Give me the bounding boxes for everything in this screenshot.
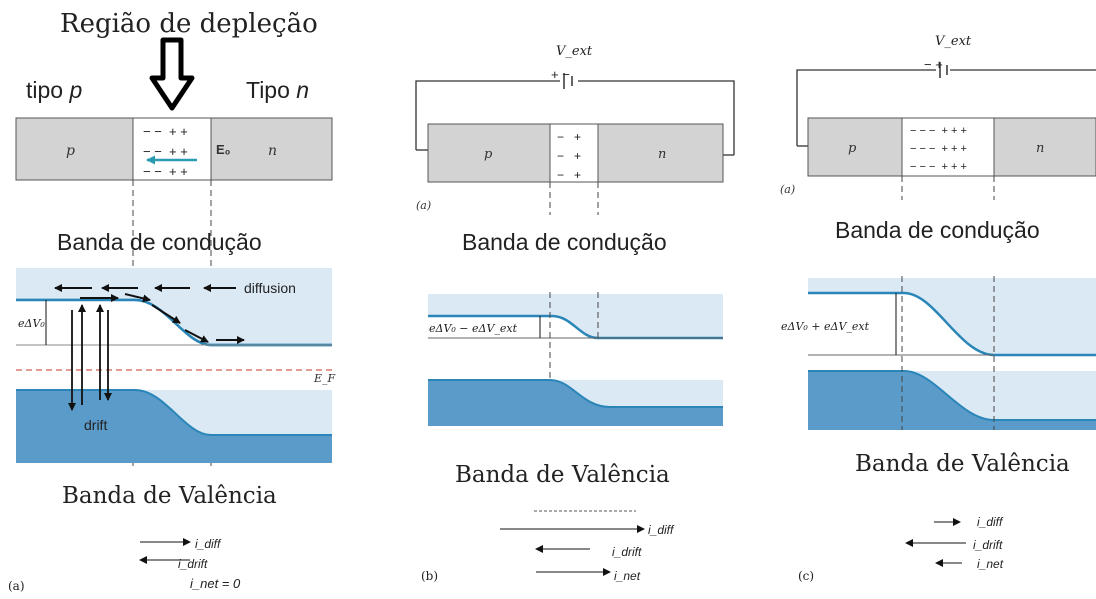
p-region: [807, 117, 903, 177]
barrier-label: eΔV₀: [18, 317, 45, 330]
valence-band-region: [428, 380, 723, 426]
panel-b-caption: (b): [421, 569, 438, 583]
drift-current-label: i_drift: [612, 545, 642, 559]
diffusion-current-label: i_diff: [648, 523, 675, 537]
charge-row: − − − + + +: [910, 161, 967, 173]
drift-current-label: i_drift: [973, 538, 1003, 552]
conduction-band-label: Banda de condução: [57, 229, 262, 255]
diffusion-label: diffusion: [244, 280, 296, 296]
net-current-label: i_net: [614, 569, 641, 583]
barrier-label: eΔV₀ + eΔV_ext: [781, 320, 870, 333]
p-region: [15, 117, 134, 181]
charge-row: − − − + + +: [910, 143, 967, 155]
battery-polarity: + −: [551, 67, 570, 82]
net-current-label: i_net = 0: [190, 576, 241, 591]
charge-row: − +: [557, 149, 581, 163]
fermi-level-label: E_F: [313, 372, 336, 385]
conduction-band-label: Banda de condução: [462, 229, 667, 255]
electron-arrow: [124, 293, 151, 303]
charge-row: − − + +: [143, 124, 188, 139]
panel-c-caption: (c): [798, 569, 814, 583]
battery-label: V_ext: [556, 44, 593, 59]
valence-band-edge: [428, 379, 723, 408]
valence-band-label: Banda de Valência: [855, 451, 1070, 477]
valence-band-edge: [808, 370, 1096, 421]
svg-text:tipo p: tipo p: [26, 77, 82, 103]
n-region: [597, 123, 724, 183]
n-region: [993, 117, 1096, 177]
n-region-label: n: [268, 143, 277, 159]
valence-band-region: [808, 371, 1096, 430]
valence-band-edge: [16, 389, 332, 436]
p-region-label: p: [66, 143, 75, 159]
charge-row: − +: [557, 130, 581, 144]
p-region: [427, 123, 551, 183]
p-type-label: tipo: [26, 77, 63, 103]
p-region-label: p: [484, 147, 493, 162]
circuit-wire: [796, 69, 1096, 146]
charge-row: − − − + + +: [910, 125, 967, 137]
band-gap-region: [16, 345, 332, 390]
n-type-letter: n: [296, 77, 309, 103]
band-gap-region: [808, 355, 1096, 371]
barrier-label: eΔV₀ − eΔV_ext: [429, 322, 518, 335]
drift-current-label: i_drift: [178, 557, 208, 571]
conduction-band-label: Banda de condução: [835, 217, 1040, 243]
valence-band-label: Banda de Valência: [455, 462, 670, 488]
n-region: [210, 117, 333, 181]
panel-a-caption: (a): [8, 579, 25, 593]
panel-b: V_ext + − p n − + − + − + (a) Banda de c…: [415, 44, 735, 583]
battery-polarity: − +: [924, 57, 943, 72]
electron-arrow: [184, 329, 209, 343]
depletion-region: [901, 117, 995, 177]
depletion-region: [132, 117, 212, 181]
diffusion-current-label: i_diff: [977, 515, 1004, 529]
n-region-label: n: [1036, 141, 1044, 156]
circuit-wire: [415, 80, 735, 155]
electric-field-label: E₀: [216, 142, 231, 157]
diffusion-current-label: i_diff: [195, 537, 222, 551]
battery-label: V_ext: [935, 34, 972, 49]
charge-row: − − + +: [143, 164, 188, 179]
valence-band-label: Banda de Valência: [62, 483, 277, 509]
n-type-label: Tipo: [246, 77, 290, 103]
depletion-down-arrow: [149, 37, 195, 111]
p-region-label: p: [848, 141, 857, 156]
panel-c: V_ext − + p n − − − + + + − − − + + + − …: [780, 34, 1096, 583]
charge-row: − +: [557, 168, 581, 182]
drift-label: drift: [84, 417, 107, 433]
sub-caption: (a): [780, 183, 795, 196]
sub-caption: (a): [416, 199, 431, 212]
charge-row: − − + +: [143, 144, 188, 159]
depletion-region-title: Região de depleção: [60, 9, 318, 39]
electron-arrow: [151, 304, 181, 324]
band-gap-region: [428, 338, 723, 380]
n-region-label: n: [658, 147, 666, 162]
panel-a: Região de depleção tipo p Tipo n p n − −…: [8, 9, 336, 593]
p-type-letter: p: [68, 77, 82, 103]
svg-text:Tipo n: Tipo n: [246, 77, 309, 103]
valence-band-region: [16, 390, 332, 463]
conduction-band-edge: [808, 291, 1096, 357]
net-current-label: i_net: [977, 557, 1004, 571]
